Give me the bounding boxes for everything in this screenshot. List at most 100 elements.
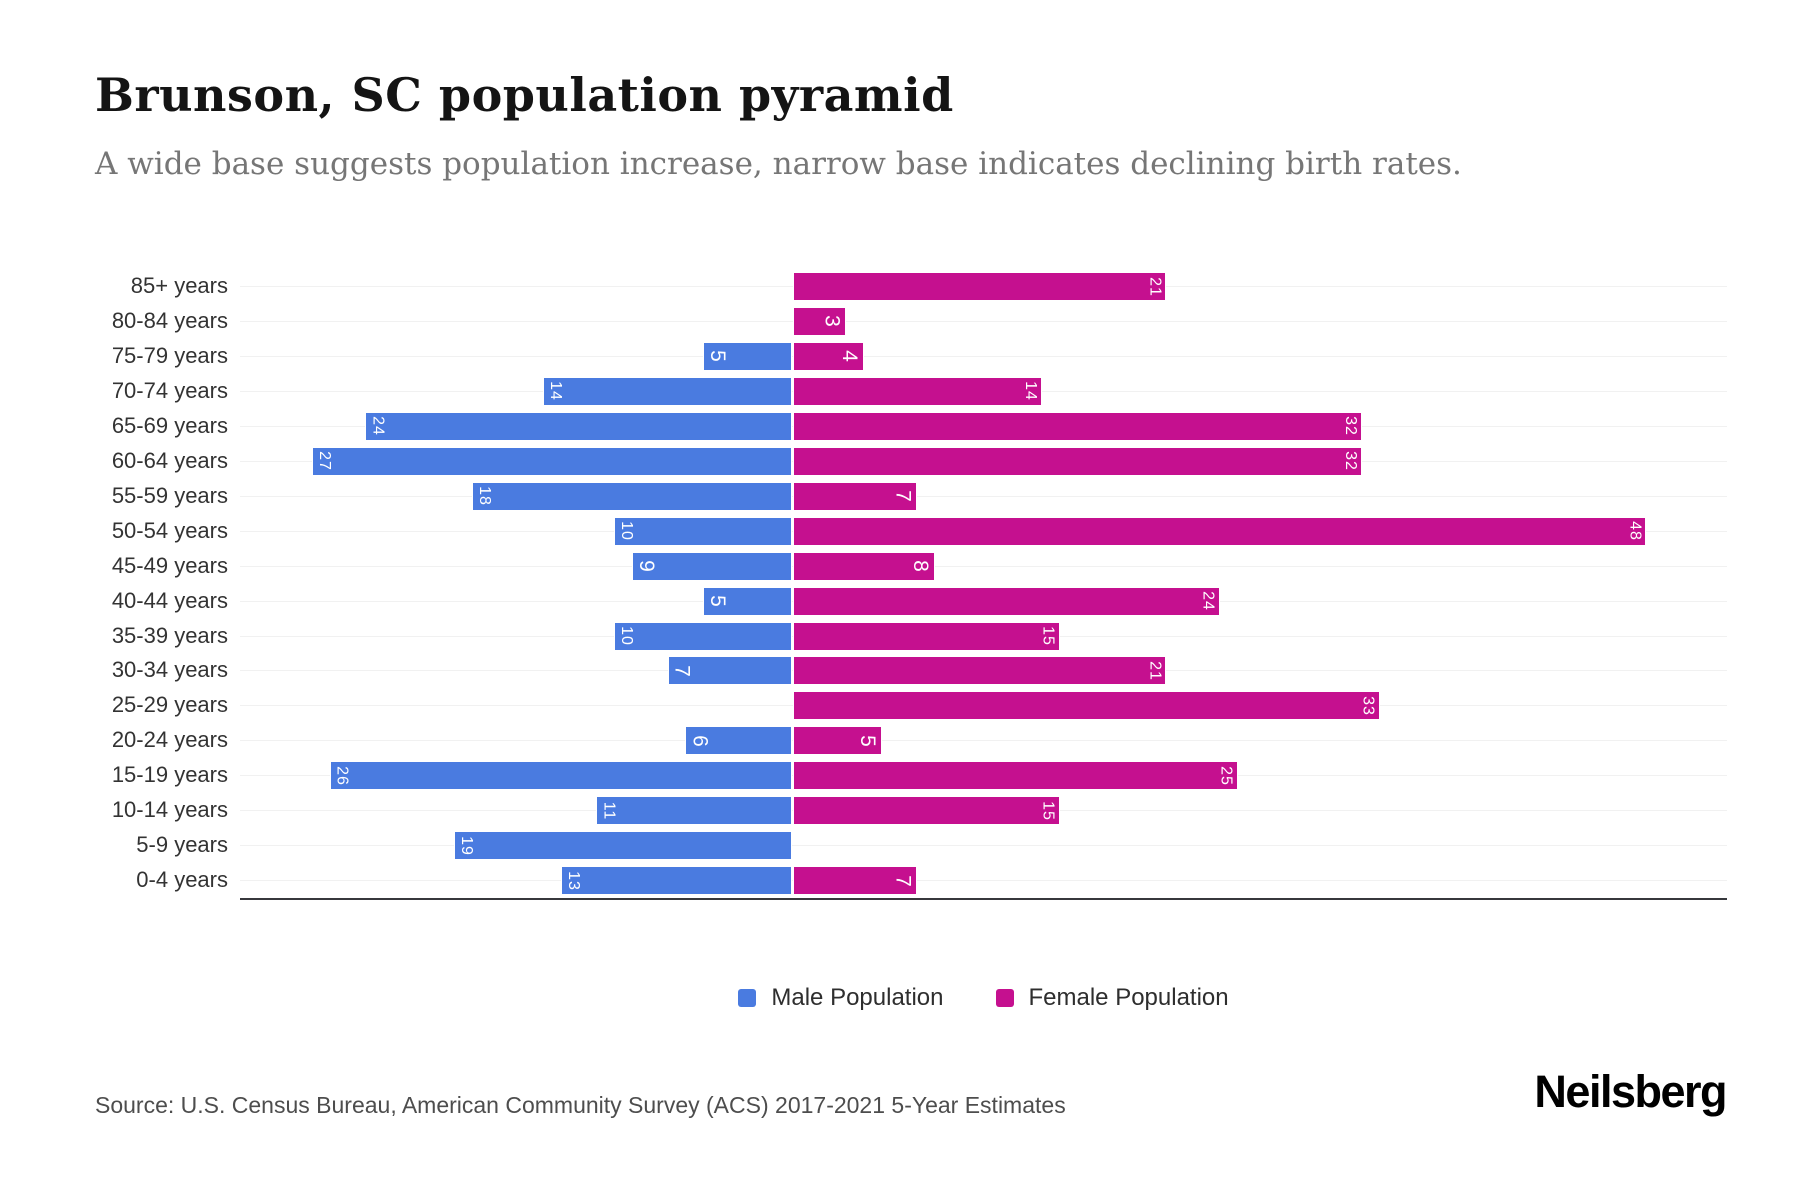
gridline bbox=[240, 880, 1727, 882]
female-bar[interactable]: 7 bbox=[793, 866, 918, 896]
plot-track: 21 bbox=[240, 269, 1727, 304]
female-bar[interactable]: 8 bbox=[793, 551, 936, 581]
plot-track: 3 bbox=[240, 304, 1727, 339]
pyramid-row: 25-29 years 33 bbox=[0, 688, 1800, 723]
gridline bbox=[240, 355, 1727, 357]
female-bar[interactable]: 25 bbox=[793, 761, 1238, 791]
bar-value-label: 9 bbox=[634, 560, 658, 572]
pyramid-row: 35-39 years 10 15 bbox=[0, 619, 1800, 654]
plot-track: 14 14 bbox=[240, 374, 1727, 409]
plot-track: 10 48 bbox=[240, 514, 1727, 549]
x-axis-line bbox=[240, 898, 1727, 900]
male-legend-swatch-icon bbox=[738, 989, 757, 1007]
y-axis-label: 55-59 years bbox=[111, 482, 228, 508]
female-bar[interactable]: 21 bbox=[793, 272, 1167, 301]
male-bar[interactable]: 24 bbox=[365, 411, 792, 441]
pyramid-plot-area: 85+ years 21 80-84 years 3 75-79 years 5 4 70-7… bbox=[0, 269, 1800, 899]
source-attribution: Source: U.S. Census Bureau, American Com… bbox=[95, 1092, 1066, 1118]
bar-value-label: 3 bbox=[820, 315, 844, 328]
male-bar[interactable]: 13 bbox=[560, 866, 792, 896]
pyramid-row: 5-9 years 19 bbox=[0, 828, 1800, 863]
bar-value-label: 32 bbox=[1341, 451, 1359, 472]
plot-track: 24 32 bbox=[240, 409, 1727, 444]
y-axis-label: 20-24 years bbox=[111, 727, 228, 753]
male-bar[interactable]: 6 bbox=[685, 726, 792, 756]
gridline bbox=[240, 740, 1727, 742]
male-bar[interactable]: 10 bbox=[614, 516, 792, 546]
female-bar[interactable]: 14 bbox=[793, 376, 1042, 406]
bar-value-label: 15 bbox=[1039, 626, 1057, 646]
female-bar[interactable]: 15 bbox=[793, 796, 1060, 826]
bar-value-label: 14 bbox=[547, 381, 565, 402]
pyramid-row: 80-84 years 3 bbox=[0, 304, 1800, 339]
female-bar[interactable]: 7 bbox=[793, 481, 918, 511]
male-bar[interactable]: 11 bbox=[596, 796, 792, 826]
plot-track: 11 15 bbox=[240, 793, 1727, 828]
male-bar[interactable]: 27 bbox=[311, 446, 792, 476]
plot-track: 18 7 bbox=[240, 479, 1727, 514]
bar-value-label: 18 bbox=[475, 486, 493, 507]
bar-value-label: 8 bbox=[909, 560, 933, 572]
legend-item-female[interactable]: Female Population bbox=[995, 984, 1229, 1012]
y-axis-label: 10-14 years bbox=[111, 797, 228, 823]
female-bar[interactable]: 3 bbox=[793, 306, 847, 336]
bar-value-label: 21 bbox=[1146, 276, 1164, 297]
female-bar[interactable]: 24 bbox=[793, 586, 1220, 616]
pyramid-row: 75-79 years 5 4 bbox=[0, 339, 1800, 374]
bar-value-label: 33 bbox=[1359, 695, 1377, 716]
male-bar[interactable]: 5 bbox=[703, 341, 792, 371]
pyramid-row: 70-74 years 14 14 bbox=[0, 374, 1800, 409]
legend-label-male: Male Population bbox=[771, 984, 944, 1011]
neilsberg-logo[interactable]: Neilsberg bbox=[1534, 1066, 1727, 1117]
y-axis-label: 40-44 years bbox=[111, 587, 228, 613]
y-axis-label: 70-74 years bbox=[111, 377, 228, 403]
bar-value-label: 10 bbox=[618, 521, 636, 542]
y-axis-label: 35-39 years bbox=[111, 622, 228, 648]
plot-track: 13 7 bbox=[240, 863, 1727, 898]
pyramid-row: 15-19 years 26 25 bbox=[0, 758, 1800, 793]
pyramid-row: 10-14 years 11 15 bbox=[0, 793, 1800, 828]
bar-value-label: 7 bbox=[670, 665, 694, 677]
chart-title: Brunson, SC population pyramid bbox=[95, 68, 954, 122]
pyramid-row: 30-34 years 7 21 bbox=[0, 653, 1800, 688]
pyramid-row: 55-59 years 18 7 bbox=[0, 479, 1800, 514]
plot-track: 19 bbox=[240, 828, 1727, 863]
legend-label-female: Female Population bbox=[1028, 984, 1229, 1011]
female-bar[interactable]: 15 bbox=[793, 621, 1060, 651]
y-axis-label: 65-69 years bbox=[111, 412, 228, 438]
bar-value-label: 4 bbox=[838, 350, 862, 363]
bar-value-label: 7 bbox=[891, 490, 915, 503]
male-bar[interactable]: 18 bbox=[471, 481, 792, 511]
plot-track: 26 25 bbox=[240, 758, 1727, 793]
legend-item-male[interactable]: Male Population bbox=[738, 984, 944, 1012]
y-axis-label: 75-79 years bbox=[111, 342, 228, 368]
gridline bbox=[240, 845, 1727, 847]
bar-value-label: 5 bbox=[706, 595, 730, 607]
male-bar[interactable]: 5 bbox=[703, 586, 792, 616]
female-bar[interactable]: 4 bbox=[793, 341, 865, 371]
female-bar[interactable]: 33 bbox=[793, 691, 1380, 721]
male-bar[interactable]: 10 bbox=[614, 621, 792, 651]
female-bar[interactable]: 48 bbox=[793, 516, 1647, 546]
bar-value-label: 21 bbox=[1146, 661, 1164, 681]
y-axis-label: 80-84 years bbox=[111, 307, 228, 333]
female-bar[interactable]: 32 bbox=[793, 446, 1362, 476]
pyramid-row: 45-49 years 9 8 bbox=[0, 549, 1800, 584]
y-axis-label: 25-29 years bbox=[111, 692, 228, 718]
male-bar[interactable]: 14 bbox=[543, 376, 792, 406]
female-bar[interactable]: 5 bbox=[793, 726, 882, 756]
pyramid-row: 85+ years 21 bbox=[0, 269, 1800, 304]
male-bar[interactable]: 7 bbox=[667, 656, 792, 686]
pyramid-row: 0-4 years 13 7 bbox=[0, 863, 1800, 898]
male-bar[interactable]: 19 bbox=[454, 831, 792, 861]
gridline bbox=[240, 320, 1727, 322]
male-bar[interactable]: 9 bbox=[631, 551, 792, 581]
female-bar[interactable]: 32 bbox=[793, 411, 1362, 441]
male-bar[interactable]: 26 bbox=[329, 761, 792, 791]
female-bar[interactable]: 21 bbox=[793, 656, 1167, 686]
bar-value-label: 13 bbox=[564, 870, 582, 891]
bar-value-label: 11 bbox=[600, 801, 618, 821]
